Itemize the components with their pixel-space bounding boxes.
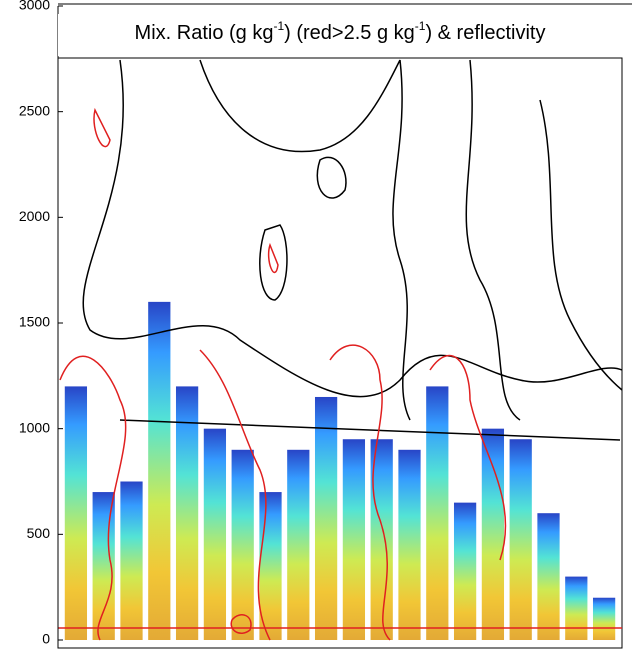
title-part: Mix. Ratio (g kg xyxy=(135,22,274,44)
reflectivity-column xyxy=(314,396,338,640)
contours xyxy=(82,59,623,441)
reflectivity-column xyxy=(259,492,282,640)
reflectivity-column xyxy=(231,449,254,640)
title-part: ) & reflectivity xyxy=(425,22,545,44)
title-sup: -1 xyxy=(415,19,426,33)
chart-title: Mix. Ratio (g kg-1) (red>2.5 g kg-1) & r… xyxy=(135,19,546,44)
y-tick-label: 500 xyxy=(27,525,51,541)
title-part: ) (red>2.5 g kg xyxy=(284,22,415,44)
y-tick-label: 3000 xyxy=(19,0,50,13)
reflectivity-column xyxy=(120,481,143,640)
reflectivity-column xyxy=(509,439,532,640)
reflectivity-column xyxy=(287,449,310,640)
reflectivity-column xyxy=(342,439,366,640)
reflectivity-column xyxy=(203,428,227,640)
reflectivity-column xyxy=(64,386,88,640)
y-tick-label: 1500 xyxy=(19,314,50,330)
mixing-ratio-contours xyxy=(58,107,622,641)
reflectivity-column xyxy=(426,386,449,640)
reflectivity-column xyxy=(175,386,199,640)
y-tick-label: 1000 xyxy=(19,419,50,435)
y-tick-label: 2000 xyxy=(19,208,50,224)
reflectivity-column xyxy=(592,597,616,640)
reflectivity-column xyxy=(453,502,477,640)
title-sup: -1 xyxy=(273,19,284,33)
y-tick-label: 0 xyxy=(42,631,50,647)
title-band xyxy=(58,14,622,56)
reflectivity-column xyxy=(398,449,421,640)
reflectivity-column xyxy=(481,428,505,640)
y-tick-label: 2500 xyxy=(19,102,50,118)
reflectivity-column xyxy=(537,513,560,640)
reflectivity-column xyxy=(148,301,171,640)
reflectivity-column xyxy=(565,576,588,640)
reflectivity-column xyxy=(370,439,393,640)
